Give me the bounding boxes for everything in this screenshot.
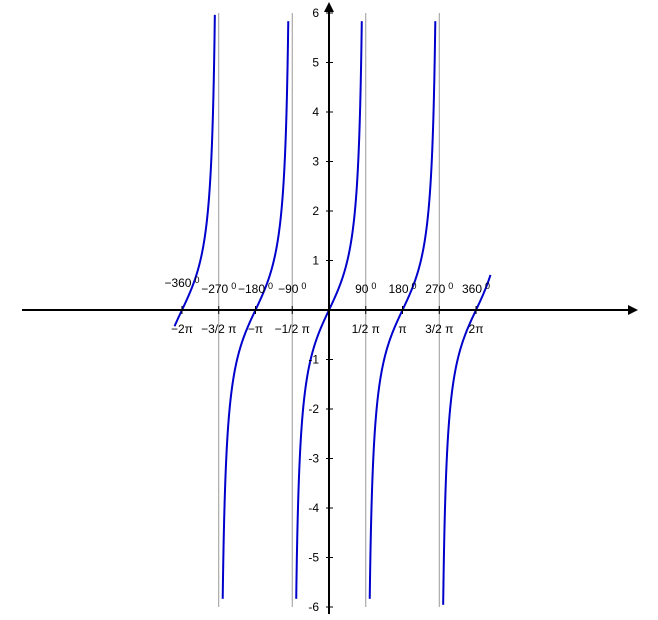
y-tick-label-10: -5 xyxy=(308,551,319,565)
x-tick-rad-label-3: −1/2 π xyxy=(275,322,310,336)
x-tick-deg-sup-1: 0 xyxy=(231,281,236,291)
y-tick-label-0: 6 xyxy=(312,6,319,20)
x-tick-deg-sup-0: 0 xyxy=(194,275,199,285)
x-tick-deg-label-5: 180 xyxy=(388,282,408,296)
x-tick-deg-sup-4: 0 xyxy=(371,281,376,291)
axes xyxy=(22,2,638,614)
x-tick-deg-label-6: 270 xyxy=(425,282,445,296)
y-tick-label-4: 2 xyxy=(312,204,319,218)
tangent-branch-2 xyxy=(173,14,216,327)
tangent-branch-6 xyxy=(442,274,492,605)
x-axis-arrow xyxy=(628,305,638,315)
y-tick-label-2: 4 xyxy=(312,105,319,119)
x-tick-deg-sup-2: 0 xyxy=(268,281,273,291)
x-tick-deg-sup-3: 0 xyxy=(301,281,306,291)
y-axis-arrow xyxy=(324,2,334,12)
x-tick-rad-label-6: 3/2 π xyxy=(425,322,453,336)
x-tick-deg-label-0: −360 xyxy=(164,276,191,290)
y-tick-label-7: -2 xyxy=(308,402,319,416)
y-tick-label-1: 5 xyxy=(312,56,319,70)
y-tick-label-8: -3 xyxy=(308,452,319,466)
x-tick-deg-sup-5: 0 xyxy=(412,281,417,291)
x-tick-rad-label-2: −π xyxy=(248,322,263,336)
y-tick-label-6: -1 xyxy=(308,353,319,367)
x-tick-deg-sup-6: 0 xyxy=(448,281,453,291)
y-tick-label-3: 3 xyxy=(312,155,319,169)
y-tick-label-11: -6 xyxy=(308,600,319,614)
x-tick-deg-label-4: 90 xyxy=(355,282,369,296)
x-tick-deg-sup-7: 0 xyxy=(485,281,490,291)
x-tick-rad-label-0: −2π xyxy=(171,322,193,336)
y-tick-label-9: -4 xyxy=(308,501,319,515)
x-tick-deg-label-7: 360 xyxy=(462,282,482,296)
x-tick-rad-label-5: π xyxy=(398,322,406,336)
x-tick-rad-label-7: 2π xyxy=(469,322,484,336)
y-tick-label-5: 1 xyxy=(312,254,319,268)
x-tick-deg-label-1: −270 xyxy=(201,282,228,296)
x-tick-deg-label-3: −90 xyxy=(278,282,299,296)
x-tick-rad-label-4: 1/2 π xyxy=(352,322,380,336)
x-tick-deg-label-2: −180 xyxy=(238,282,265,296)
x-tick-rad-label-1: −3/2 π xyxy=(201,322,236,336)
